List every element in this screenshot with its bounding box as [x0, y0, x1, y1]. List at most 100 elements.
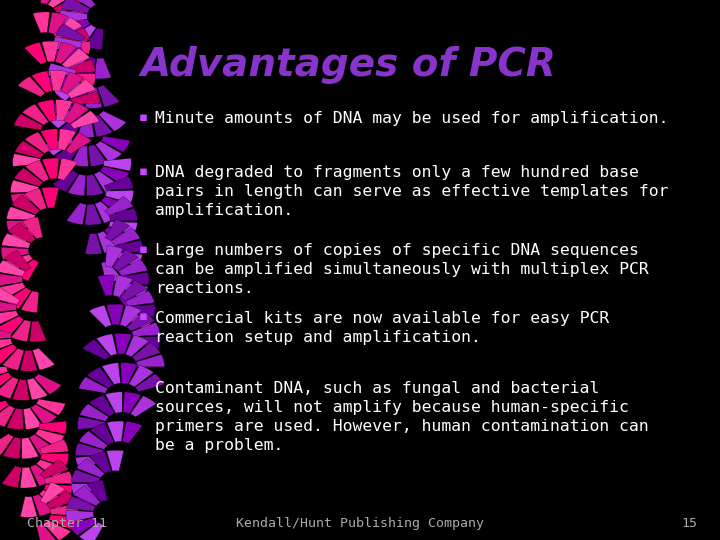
Wedge shape — [48, 0, 73, 8]
Wedge shape — [107, 304, 124, 325]
Wedge shape — [68, 517, 98, 535]
Text: ▪: ▪ — [139, 310, 148, 323]
Wedge shape — [11, 193, 40, 207]
Wedge shape — [32, 12, 50, 33]
Wedge shape — [68, 174, 86, 196]
Wedge shape — [60, 28, 90, 43]
Wedge shape — [50, 70, 67, 91]
Wedge shape — [15, 141, 44, 158]
Wedge shape — [50, 503, 78, 516]
Wedge shape — [100, 166, 129, 184]
Wedge shape — [89, 305, 112, 327]
Wedge shape — [25, 160, 49, 182]
Wedge shape — [0, 282, 26, 299]
Wedge shape — [105, 246, 123, 267]
Wedge shape — [40, 460, 68, 478]
Wedge shape — [71, 91, 100, 104]
Wedge shape — [0, 273, 23, 286]
Wedge shape — [6, 408, 24, 430]
Wedge shape — [37, 100, 56, 122]
Wedge shape — [53, 37, 81, 50]
Text: ▪: ▪ — [139, 165, 148, 178]
Wedge shape — [86, 174, 104, 196]
Wedge shape — [24, 42, 47, 64]
Wedge shape — [66, 133, 91, 154]
Wedge shape — [54, 48, 84, 63]
Wedge shape — [66, 202, 86, 225]
Wedge shape — [109, 208, 138, 221]
Wedge shape — [48, 12, 68, 34]
Wedge shape — [73, 485, 101, 506]
Wedge shape — [67, 79, 96, 98]
Wedge shape — [48, 24, 75, 45]
Wedge shape — [114, 240, 143, 253]
Wedge shape — [132, 342, 161, 361]
Wedge shape — [131, 322, 161, 336]
Wedge shape — [1, 466, 22, 488]
Wedge shape — [79, 431, 108, 449]
Wedge shape — [71, 470, 100, 483]
Wedge shape — [95, 141, 122, 162]
Wedge shape — [102, 363, 121, 384]
Wedge shape — [11, 180, 39, 193]
Wedge shape — [14, 114, 43, 130]
Wedge shape — [113, 252, 143, 267]
Wedge shape — [97, 231, 120, 253]
Wedge shape — [55, 24, 85, 42]
Wedge shape — [76, 489, 104, 508]
Wedge shape — [78, 417, 105, 429]
Wedge shape — [61, 0, 90, 14]
Wedge shape — [70, 111, 99, 129]
Wedge shape — [76, 458, 105, 478]
Wedge shape — [97, 85, 120, 107]
Wedge shape — [9, 222, 36, 243]
Wedge shape — [94, 58, 112, 79]
Wedge shape — [114, 333, 132, 354]
Wedge shape — [44, 104, 73, 117]
Wedge shape — [39, 421, 66, 434]
Wedge shape — [32, 348, 55, 370]
Wedge shape — [0, 300, 17, 313]
Wedge shape — [56, 9, 84, 22]
Wedge shape — [32, 71, 52, 93]
Wedge shape — [78, 377, 108, 393]
Wedge shape — [48, 76, 78, 90]
Wedge shape — [96, 334, 117, 356]
Wedge shape — [62, 53, 89, 73]
Wedge shape — [0, 339, 13, 353]
Wedge shape — [119, 282, 148, 299]
Wedge shape — [0, 260, 25, 276]
Wedge shape — [95, 201, 119, 223]
Wedge shape — [32, 494, 55, 516]
Wedge shape — [111, 227, 140, 246]
Wedge shape — [43, 520, 71, 540]
Wedge shape — [77, 117, 94, 137]
Wedge shape — [55, 42, 77, 64]
Wedge shape — [55, 17, 82, 38]
Wedge shape — [34, 374, 61, 394]
Wedge shape — [104, 196, 133, 215]
Wedge shape — [99, 111, 126, 131]
Wedge shape — [67, 85, 89, 107]
Wedge shape — [122, 421, 143, 443]
Wedge shape — [104, 227, 132, 246]
Wedge shape — [107, 450, 124, 471]
Wedge shape — [0, 377, 19, 399]
Wedge shape — [30, 404, 57, 425]
Wedge shape — [37, 524, 57, 540]
Wedge shape — [68, 73, 96, 86]
Wedge shape — [55, 99, 73, 121]
Wedge shape — [0, 373, 12, 392]
Wedge shape — [53, 0, 83, 13]
Text: Large numbers of copies of specific DNA sequences
can be amplified simultaneousl: Large numbers of copies of specific DNA … — [155, 243, 649, 296]
Wedge shape — [71, 145, 89, 166]
Wedge shape — [62, 48, 90, 68]
Wedge shape — [125, 335, 149, 357]
Wedge shape — [85, 233, 102, 254]
Wedge shape — [83, 340, 110, 360]
Wedge shape — [124, 313, 153, 330]
Wedge shape — [85, 204, 102, 225]
Wedge shape — [102, 261, 122, 283]
Text: ▪: ▪ — [139, 243, 148, 256]
Wedge shape — [120, 280, 147, 301]
